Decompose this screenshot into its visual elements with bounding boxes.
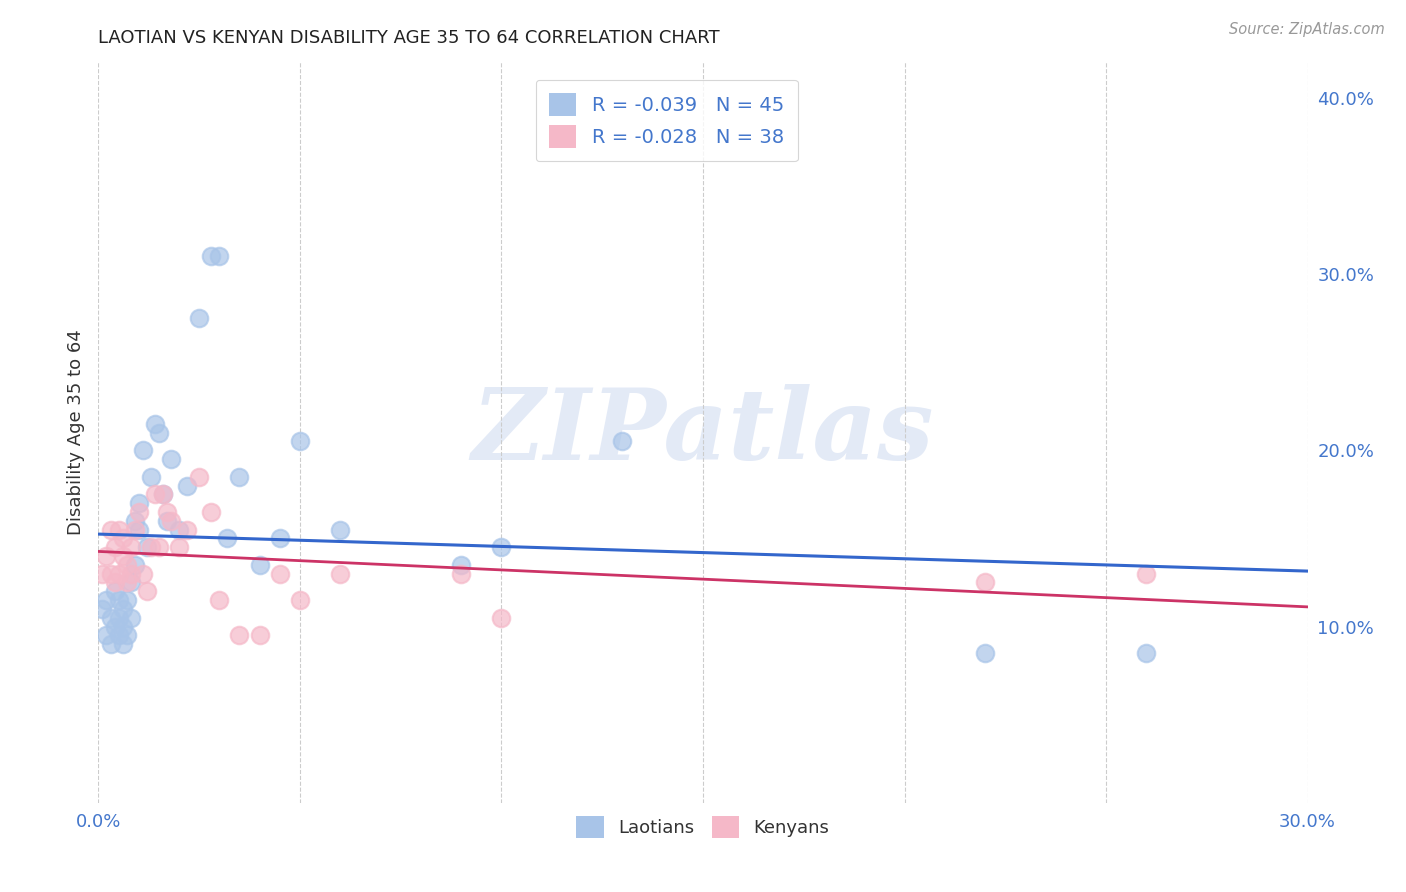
Point: [111, 532, 134, 546]
Point: [107, 610, 129, 624]
Point: [115, 593, 138, 607]
Point: [103, 619, 125, 633]
Point: [103, 575, 125, 590]
Point: [249, 628, 271, 642]
Point: [100, 637, 122, 651]
Point: [200, 505, 222, 519]
Point: [107, 523, 129, 537]
Point: [139, 540, 162, 554]
Point: [160, 452, 183, 467]
Point: [115, 558, 138, 572]
Point: [115, 628, 138, 642]
Point: [107, 593, 129, 607]
Point: [124, 523, 146, 537]
Point: [160, 514, 183, 528]
Point: [156, 505, 179, 519]
Point: [152, 487, 174, 501]
Point: [128, 505, 150, 519]
Point: [96, 628, 118, 642]
Point: [143, 487, 166, 501]
Point: [1135, 646, 1157, 660]
Point: [132, 443, 155, 458]
Point: [103, 584, 125, 599]
Point: [974, 646, 997, 660]
Point: [128, 496, 150, 510]
Text: LAOTIAN VS KENYAN DISABILITY AGE 35 TO 64 CORRELATION CHART: LAOTIAN VS KENYAN DISABILITY AGE 35 TO 6…: [98, 29, 720, 47]
Point: [974, 575, 997, 590]
Point: [111, 619, 134, 633]
Point: [111, 549, 134, 563]
Point: [200, 249, 222, 263]
Point: [120, 575, 142, 590]
Point: [208, 593, 231, 607]
Point: [139, 469, 162, 483]
Point: [228, 469, 250, 483]
Point: [176, 523, 198, 537]
Point: [188, 311, 211, 326]
Point: [111, 602, 134, 616]
Point: [148, 540, 170, 554]
Point: [188, 469, 211, 483]
Point: [1135, 566, 1157, 581]
Point: [91, 602, 114, 616]
Point: [450, 566, 472, 581]
Point: [288, 593, 311, 607]
Point: [217, 532, 239, 546]
Point: [167, 540, 190, 554]
Point: [176, 478, 198, 492]
Point: [100, 523, 122, 537]
Point: [269, 532, 291, 546]
Point: [124, 514, 146, 528]
Point: [100, 610, 122, 624]
Point: [135, 540, 157, 554]
Point: [228, 628, 250, 642]
Point: [91, 566, 114, 581]
Text: ZIPatlas: ZIPatlas: [472, 384, 934, 481]
Text: Source: ZipAtlas.com: Source: ZipAtlas.com: [1229, 22, 1385, 37]
Point: [612, 434, 634, 449]
Point: [100, 566, 122, 581]
Y-axis label: Disability Age 35 to 64: Disability Age 35 to 64: [66, 330, 84, 535]
Point: [152, 487, 174, 501]
Point: [329, 523, 352, 537]
Point: [96, 549, 118, 563]
Point: [208, 249, 231, 263]
Point: [288, 434, 311, 449]
Point: [103, 540, 125, 554]
Point: [167, 523, 190, 537]
Point: [491, 540, 513, 554]
Point: [329, 566, 352, 581]
Point: [128, 523, 150, 537]
Point: [111, 637, 134, 651]
Point: [135, 584, 157, 599]
Point: [143, 417, 166, 431]
Point: [120, 540, 142, 554]
Point: [450, 558, 472, 572]
Point: [156, 514, 179, 528]
Point: [120, 610, 142, 624]
Point: [120, 566, 142, 581]
Point: [96, 593, 118, 607]
Point: [269, 566, 291, 581]
Point: [124, 558, 146, 572]
Point: [107, 566, 129, 581]
Point: [107, 628, 129, 642]
Legend: Laotians, Kenyans: Laotians, Kenyans: [565, 805, 841, 849]
Point: [132, 566, 155, 581]
Point: [249, 558, 271, 572]
Point: [148, 425, 170, 440]
Point: [115, 575, 138, 590]
Point: [491, 610, 513, 624]
